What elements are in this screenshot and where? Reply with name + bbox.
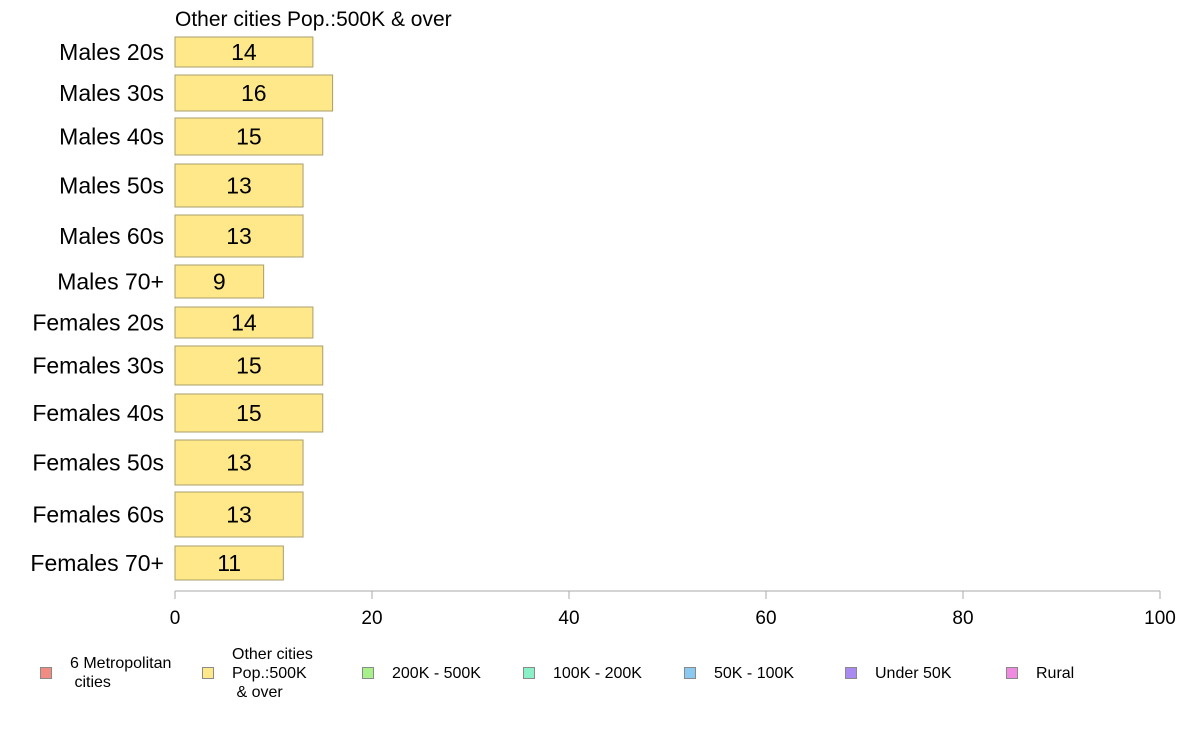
x-tick-label: 40 xyxy=(558,608,579,629)
category-label: Females 60s xyxy=(32,502,164,528)
category-label: Females 50s xyxy=(32,450,164,476)
chart-title: Other cities Pop.:500K & over xyxy=(175,8,452,31)
bar xyxy=(174,36,314,68)
bar xyxy=(174,491,304,538)
legend-item: 50K - 100K xyxy=(684,640,794,706)
bar xyxy=(174,163,304,208)
category-label: Males 30s xyxy=(59,80,164,106)
legend-swatch xyxy=(202,667,214,679)
x-tick-label: 80 xyxy=(952,608,973,629)
category-label: Females 20s xyxy=(32,310,164,336)
category-label: Females 40s xyxy=(32,400,164,426)
bar-value-label: 15 xyxy=(236,124,262,150)
legend-label: Under 50K xyxy=(875,664,952,682)
bar-value-label: 13 xyxy=(226,502,252,528)
bar xyxy=(174,393,324,433)
bar xyxy=(174,439,304,486)
bar xyxy=(174,306,314,339)
legend-label: Other cities Pop.:500K & over xyxy=(232,645,313,701)
legend-item: 6 Metropolitan cities xyxy=(40,640,171,706)
category-label: Males 50s xyxy=(59,173,164,199)
x-tick-label: 20 xyxy=(361,608,382,629)
bar xyxy=(174,117,324,156)
legend-swatch xyxy=(1006,667,1018,679)
legend-label: 50K - 100K xyxy=(714,664,795,682)
bar xyxy=(174,545,284,581)
x-axis-ticks: 0 20 40 60 80 100 xyxy=(170,591,1176,629)
bar-chart: Other cities Pop.:500K & over Males 20s 1… xyxy=(30,8,1176,629)
legend-label: 100K - 200K xyxy=(553,664,642,682)
x-tick-label: 100 xyxy=(1144,608,1176,629)
legend-item: Other cities Pop.:500K & over xyxy=(202,640,313,706)
legend-swatch xyxy=(684,667,696,679)
legend-label: 200K - 500K xyxy=(392,664,481,682)
bar-value-label: 14 xyxy=(231,39,257,65)
category-label: Females 30s xyxy=(32,353,164,379)
bar-value-label: 15 xyxy=(236,400,262,426)
bar-value-label: 11 xyxy=(217,550,241,576)
category-label: Males 20s xyxy=(59,39,164,65)
bar-value-label: 13 xyxy=(226,173,252,199)
bar xyxy=(174,345,324,386)
legend: 6 Metropolitan cities Other cities Pop.:5… xyxy=(0,640,1188,720)
legend-swatch xyxy=(845,667,857,679)
bar-value-label: 13 xyxy=(226,223,252,249)
bar xyxy=(174,214,304,258)
legend-swatch xyxy=(40,667,52,679)
legend-swatch xyxy=(362,667,374,679)
legend-item: 200K - 500K xyxy=(362,640,481,706)
bar-value-label: 13 xyxy=(226,450,252,476)
bar xyxy=(174,264,265,299)
category-label: Females 70+ xyxy=(30,550,164,576)
legend-item: 100K - 200K xyxy=(523,640,642,706)
bar-value-label: 9 xyxy=(213,269,226,295)
bar-value-label: 15 xyxy=(236,353,262,379)
category-label: Males 70+ xyxy=(57,269,164,295)
bar-value-label: 14 xyxy=(231,310,257,336)
x-tick-label: 0 xyxy=(170,608,181,629)
legend-item: Under 50K xyxy=(845,640,952,706)
category-label: Males 60s xyxy=(59,223,164,249)
legend-label: 6 Metropolitan cities xyxy=(70,655,172,691)
bars-group: Males 20s 14 Males 30s 16 Males 40s 15 Males 5… xyxy=(30,36,334,581)
bar xyxy=(174,74,334,112)
legend-item: Rural xyxy=(1006,640,1074,706)
x-tick-label: 60 xyxy=(755,608,776,629)
legend-swatch xyxy=(523,667,535,679)
category-label: Males 40s xyxy=(59,124,164,150)
legend-label: Rural xyxy=(1036,664,1075,682)
bar-value-label: 16 xyxy=(241,80,267,106)
